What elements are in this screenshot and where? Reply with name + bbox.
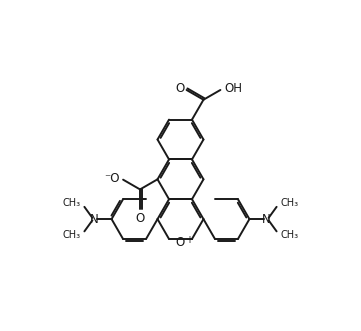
Text: CH₃: CH₃ xyxy=(63,230,81,240)
Text: O: O xyxy=(135,213,145,225)
Text: N: N xyxy=(262,213,271,226)
Text: O: O xyxy=(175,236,184,249)
Text: N: N xyxy=(90,213,99,226)
Text: OH: OH xyxy=(224,81,242,95)
Text: ⁻O: ⁻O xyxy=(105,172,120,185)
Text: CH₃: CH₃ xyxy=(280,198,298,208)
Text: CH₃: CH₃ xyxy=(63,198,81,208)
Text: CH₃: CH₃ xyxy=(280,230,298,240)
Text: O: O xyxy=(176,82,185,95)
Text: +: + xyxy=(185,235,193,245)
